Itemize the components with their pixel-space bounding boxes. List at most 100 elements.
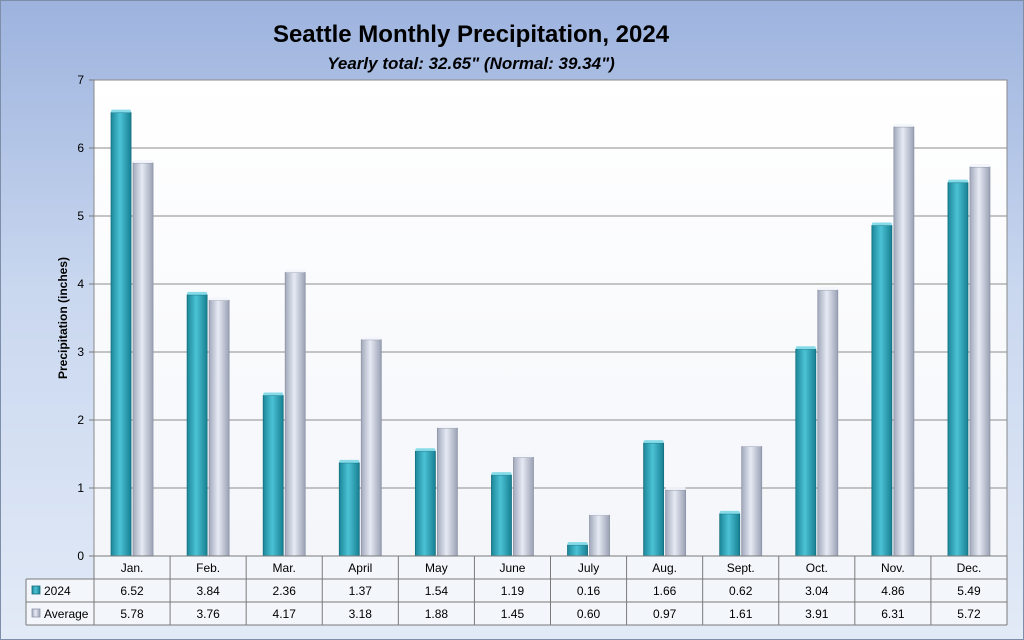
bar-cap <box>567 542 588 546</box>
bar-series-average <box>284 272 306 557</box>
data-label: 6.52 <box>120 584 144 598</box>
x-tick-label: Nov. <box>881 561 905 575</box>
data-label: 3.04 <box>805 584 829 598</box>
bar-series-2024 <box>719 513 741 557</box>
bar-series-average <box>132 162 154 557</box>
bar-cap <box>285 269 306 273</box>
x-tick-label: Dec. <box>957 561 982 575</box>
y-axis-label: Precipitation (inches) <box>56 257 70 379</box>
legend-label: 2024 <box>44 584 71 598</box>
bar-series-average <box>589 514 610 557</box>
bar-series-average <box>208 299 230 557</box>
bar-series-2024 <box>871 225 893 557</box>
bar-cap <box>741 443 762 447</box>
x-tick-label: July <box>578 561 599 575</box>
x-tick-label: Feb. <box>196 561 220 575</box>
data-label: 2.36 <box>273 584 297 598</box>
x-tick-label: Oct. <box>806 561 828 575</box>
y-tick-label: 1 <box>77 481 84 495</box>
bar-cap <box>339 459 360 463</box>
data-label: 5.72 <box>957 607 981 621</box>
y-tick-label: 3 <box>77 345 84 359</box>
x-tick-label: June <box>499 561 525 575</box>
y-tick-label: 6 <box>77 141 84 155</box>
bar-series-2024 <box>262 395 284 557</box>
data-label: 5.78 <box>120 607 144 621</box>
data-label: 1.54 <box>425 584 449 598</box>
bar-series-2024 <box>947 182 969 557</box>
data-label: 0.62 <box>729 584 753 598</box>
bar-series-2024 <box>414 450 436 557</box>
bar-cap <box>111 109 132 113</box>
bar-cap <box>665 487 686 491</box>
bar-cap <box>719 510 740 514</box>
bar-series-2024 <box>110 112 132 557</box>
bar-series-average <box>513 456 534 557</box>
plot-area <box>93 79 1008 557</box>
x-tick-label: April <box>348 561 372 575</box>
data-label: 0.97 <box>653 607 677 621</box>
bar-series-average <box>893 126 915 557</box>
y-tick-label: 5 <box>77 209 84 223</box>
bar-series-2024 <box>338 462 360 557</box>
legend-key-series-2024 <box>31 585 41 595</box>
x-tick-label: May <box>425 561 448 575</box>
data-label: 3.91 <box>805 607 829 621</box>
bar-cap <box>263 392 284 396</box>
bar-series-2024 <box>567 544 588 557</box>
bar-cap <box>209 297 230 301</box>
bar-cap <box>969 164 990 168</box>
chart-subtitle: Yearly total: 32.65" (Normal: 39.34") <box>327 54 615 73</box>
legend-label: Average <box>44 607 89 621</box>
bar-cap <box>893 123 914 127</box>
y-tick-label: 0 <box>77 549 84 563</box>
bar-cap <box>795 346 816 350</box>
bar-series-average <box>360 339 382 557</box>
bar-series-2024 <box>643 442 665 557</box>
bar-series-average <box>741 446 763 557</box>
bar-cap <box>589 512 610 516</box>
data-label: 3.18 <box>349 607 373 621</box>
data-label: 1.88 <box>425 607 449 621</box>
bar-series-2024 <box>491 474 512 557</box>
y-tick-label: 4 <box>77 277 84 291</box>
bar-cap <box>643 440 664 444</box>
bar-cap <box>947 179 968 183</box>
y-tick-label: 7 <box>77 73 84 87</box>
legend-key-series-average <box>31 608 41 618</box>
bar-series-average <box>436 427 458 557</box>
bar-series-2024 <box>186 294 208 557</box>
bar-cap <box>133 159 154 163</box>
bar-cap <box>513 454 534 458</box>
data-label: 1.19 <box>501 584 525 598</box>
data-label: 5.49 <box>957 584 981 598</box>
x-tick-label: Aug. <box>652 561 677 575</box>
bar-series-average <box>817 289 839 557</box>
data-label: 1.37 <box>349 584 373 598</box>
data-label: 6.31 <box>881 607 905 621</box>
y-tick-label: 2 <box>77 413 84 427</box>
bar-cap <box>415 448 436 452</box>
data-label: 4.17 <box>273 607 297 621</box>
x-tick-label: Sept. <box>727 561 755 575</box>
bar-series-average <box>969 166 991 557</box>
bar-cap <box>871 222 892 226</box>
bar-cap <box>817 287 838 291</box>
data-label: 1.66 <box>653 584 677 598</box>
chart-title: Seattle Monthly Precipitation, 2024 <box>272 21 670 48</box>
bar-series-average <box>665 489 687 557</box>
data-label: 1.61 <box>729 607 753 621</box>
bar-cap <box>187 291 208 295</box>
data-label: 0.60 <box>577 607 601 621</box>
x-tick-label: Mar. <box>273 561 296 575</box>
bar-cap <box>437 425 458 429</box>
x-tick-label: Jan. <box>121 561 144 575</box>
data-label: 3.84 <box>196 584 220 598</box>
data-label: 4.86 <box>881 584 905 598</box>
data-label: 1.45 <box>501 607 525 621</box>
bar-series-2024 <box>795 348 817 557</box>
data-label: 3.76 <box>196 607 220 621</box>
bar-cap <box>361 336 382 340</box>
